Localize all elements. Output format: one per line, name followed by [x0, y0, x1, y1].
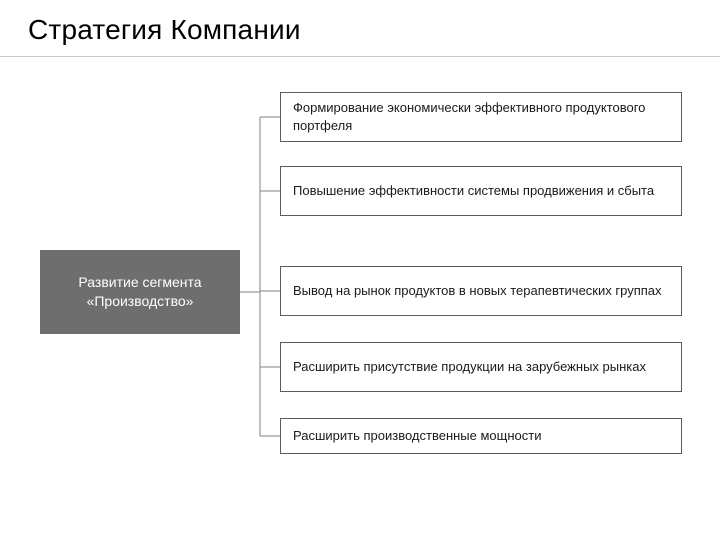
- strategy-item: Вывод на рынок продуктов в новых терапев…: [280, 266, 682, 316]
- main-segment-box: Развитие сегмента «Производство»: [40, 250, 240, 334]
- slide: Стратегия Компании Развитие сегмента «Пр…: [0, 0, 720, 540]
- page-title: Стратегия Компании: [28, 14, 301, 46]
- strategy-item-label: Расширить производственные мощности: [293, 427, 541, 445]
- strategy-item-label: Расширить присутствие продукции на заруб…: [293, 358, 646, 376]
- title-underline: [0, 56, 720, 57]
- strategy-item-label: Вывод на рынок продуктов в новых терапев…: [293, 282, 662, 300]
- strategy-item: Формирование экономически эффективного п…: [280, 92, 682, 142]
- strategy-item: Повышение эффективности системы продвиже…: [280, 166, 682, 216]
- strategy-item-label: Формирование экономически эффективного п…: [293, 99, 669, 134]
- main-segment-label: Развитие сегмента «Производство»: [50, 273, 230, 311]
- strategy-item: Расширить производственные мощности: [280, 418, 682, 454]
- strategy-item-label: Повышение эффективности системы продвиже…: [293, 182, 654, 200]
- strategy-item: Расширить присутствие продукции на заруб…: [280, 342, 682, 392]
